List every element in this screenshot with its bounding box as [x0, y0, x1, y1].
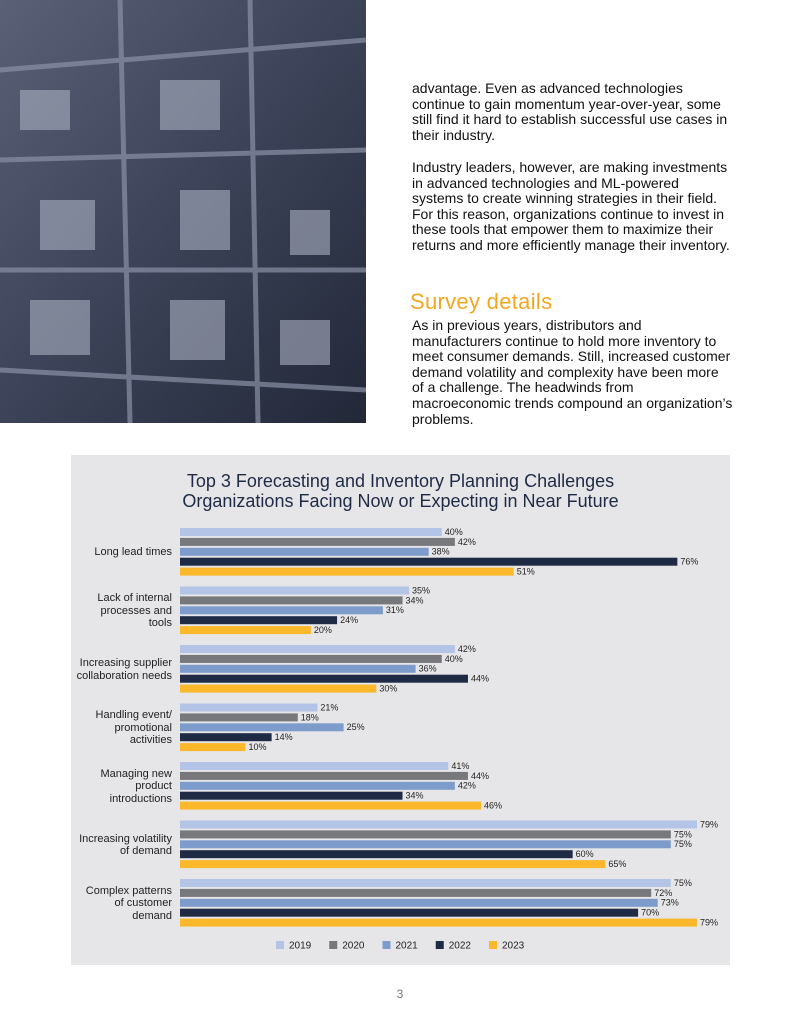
legend-swatch: [435, 941, 444, 949]
data-label: 42%: [458, 537, 476, 547]
bar: [180, 664, 416, 673]
bar: [180, 547, 429, 556]
bar: [180, 781, 455, 790]
bar: [180, 654, 442, 663]
category-label: Increasing volatility of demand: [79, 832, 172, 858]
data-label: 31%: [386, 605, 404, 615]
data-label: 35%: [412, 585, 430, 595]
category-label: Lack of internal processes and tools: [97, 592, 172, 630]
bar: [180, 820, 697, 829]
bar: [180, 557, 678, 566]
bar: [180, 918, 697, 927]
bar: [180, 537, 455, 546]
legend-label: 2023: [502, 941, 525, 952]
warehouse-photo: [0, 0, 366, 423]
category-label: Managing new product introductions: [100, 767, 172, 805]
data-label: 40%: [445, 654, 463, 664]
bar: [180, 830, 671, 839]
bar: [180, 801, 482, 810]
data-label: 65%: [608, 859, 626, 869]
legend-swatch: [489, 941, 497, 949]
data-label: 75%: [674, 839, 692, 849]
legend-swatch: [329, 941, 338, 949]
data-label: 72%: [654, 888, 672, 898]
bar: [180, 606, 383, 615]
bar: [180, 645, 455, 653]
legend-label: 2019: [289, 941, 312, 952]
legend-label: 2022: [449, 941, 472, 952]
legend-label: 2021: [396, 941, 419, 952]
legend-swatch: [382, 941, 391, 949]
bar: [180, 586, 410, 595]
data-label: 36%: [419, 664, 437, 674]
bar: [180, 596, 403, 605]
bar: [180, 684, 377, 693]
bar: [180, 791, 403, 800]
bar: [180, 713, 298, 722]
data-label: 10%: [248, 742, 266, 752]
data-label: 34%: [406, 595, 424, 605]
data-label: 18%: [301, 712, 319, 722]
data-label: 41%: [451, 761, 469, 771]
data-label: 21%: [320, 702, 338, 712]
category-label: Handling event/ promotional activities: [95, 709, 172, 747]
category-label: Complex patterns of customer demand: [85, 884, 172, 922]
data-label: 40%: [445, 527, 463, 537]
bar: [180, 626, 311, 635]
category-label: Increasing supplier collaboration needs: [76, 657, 172, 682]
bar: [180, 528, 442, 536]
data-label: 42%: [458, 644, 476, 654]
data-label: 25%: [347, 722, 365, 732]
section-heading: Survey details: [410, 289, 553, 314]
data-label: 75%: [674, 878, 692, 888]
legend-swatch: [276, 941, 284, 949]
bar: [180, 888, 652, 897]
chart: 40%42%38%76%51%35%34%31%24%20%42%40%36%4…: [180, 527, 718, 952]
data-label: 46%: [484, 800, 502, 810]
bar: [180, 898, 658, 907]
data-label: 51%: [517, 566, 535, 576]
bar: [180, 723, 344, 732]
page-number: 3: [396, 987, 404, 1001]
bar: [180, 674, 468, 683]
bar: [180, 762, 449, 770]
chart-title: Top 3 Forecasting and Inventory Planning…: [182, 471, 619, 511]
paragraph: advantage. Even as advanced technologies…: [412, 80, 728, 143]
bar: [180, 840, 671, 849]
category-label: Long lead times: [94, 546, 172, 559]
data-label: 44%: [471, 771, 489, 781]
paragraph: Industry leaders, however, are making in…: [412, 159, 730, 253]
bar: [180, 703, 318, 712]
bar: [180, 567, 514, 576]
bar: [180, 743, 246, 752]
data-label: 20%: [314, 625, 332, 635]
chart-panel: 40% 42% 38% 76% 51% 35% 34% 31% 24% 20% 42% 40% 36% 4…: [71, 455, 730, 965]
data-label: 60%: [576, 849, 594, 859]
bar: [180, 733, 272, 742]
data-label: 75%: [674, 829, 692, 839]
data-label: 44%: [471, 674, 489, 684]
bar: [180, 908, 639, 917]
data-label: 70%: [641, 908, 659, 918]
bar: [180, 771, 468, 780]
data-label: 14%: [275, 732, 293, 742]
bar: [180, 616, 338, 625]
bar: [180, 860, 606, 869]
paragraph: As in previous years, distributors and m…: [412, 317, 733, 427]
legend-label: 2020: [342, 941, 365, 952]
bar: [180, 850, 573, 859]
data-label: 79%: [700, 917, 718, 927]
data-label: 24%: [340, 615, 358, 625]
data-label: 76%: [680, 557, 698, 567]
data-label: 42%: [458, 781, 476, 791]
bar: [180, 879, 671, 887]
data-label: 38%: [432, 547, 450, 557]
data-label: 30%: [379, 683, 397, 693]
data-label: 79%: [700, 819, 718, 829]
data-label: 34%: [406, 791, 424, 801]
data-label: 73%: [661, 898, 679, 908]
